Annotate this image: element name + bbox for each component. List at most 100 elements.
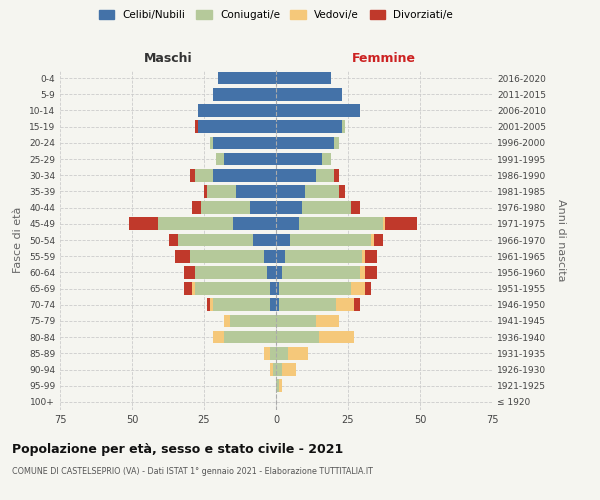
Bar [212, 136, 276, 149]
Bar [340, 185, 345, 198]
Bar [250, 202, 276, 214]
Bar [276, 250, 284, 262]
Bar [316, 314, 340, 328]
Bar [279, 380, 282, 392]
Bar [207, 185, 236, 198]
Bar [276, 331, 319, 344]
Bar [359, 266, 365, 278]
Bar [210, 298, 212, 311]
Bar [305, 185, 340, 198]
Bar [158, 218, 233, 230]
Bar [276, 136, 334, 149]
Bar [365, 250, 377, 262]
Bar [196, 169, 212, 181]
Bar [210, 136, 212, 149]
Bar [212, 331, 224, 344]
Bar [215, 152, 224, 166]
Bar [299, 218, 383, 230]
Text: COMUNE DI CASTELSEPRIO (VA) - Dati ISTAT 1° gennaio 2021 - Elaborazione TUTTITAL: COMUNE DI CASTELSEPRIO (VA) - Dati ISTAT… [12, 468, 373, 476]
Bar [190, 250, 265, 262]
Bar [224, 314, 230, 328]
Bar [365, 282, 371, 295]
Bar [184, 266, 196, 278]
Bar [224, 152, 276, 166]
Bar [253, 234, 276, 246]
Bar [276, 347, 287, 360]
Bar [212, 298, 270, 311]
Bar [342, 120, 345, 133]
Bar [184, 282, 193, 295]
Bar [196, 266, 268, 278]
Bar [334, 136, 340, 149]
Bar [287, 347, 308, 360]
Bar [351, 282, 365, 295]
Bar [276, 282, 279, 295]
Bar [236, 185, 276, 198]
Bar [201, 202, 250, 214]
Bar [276, 218, 299, 230]
Bar [169, 234, 178, 246]
Bar [279, 298, 337, 311]
Bar [276, 104, 359, 117]
Bar [276, 363, 282, 376]
Bar [270, 347, 276, 360]
Bar [282, 266, 359, 278]
Bar [276, 120, 342, 133]
Bar [284, 250, 362, 262]
Bar [212, 88, 276, 101]
Bar [276, 169, 316, 181]
Bar [276, 152, 322, 166]
Bar [268, 266, 276, 278]
Bar [302, 202, 351, 214]
Bar [233, 218, 276, 230]
Bar [212, 169, 276, 181]
Text: Femmine: Femmine [352, 52, 416, 65]
Bar [207, 298, 210, 311]
Bar [371, 234, 374, 246]
Y-axis label: Fasce di età: Fasce di età [13, 207, 23, 273]
Text: Popolazione per età, sesso e stato civile - 2021: Popolazione per età, sesso e stato civil… [12, 442, 343, 456]
Bar [193, 202, 201, 214]
Bar [224, 331, 276, 344]
Bar [276, 202, 302, 214]
Bar [383, 218, 385, 230]
Bar [276, 314, 316, 328]
Bar [230, 314, 276, 328]
Bar [351, 202, 359, 214]
Bar [270, 282, 276, 295]
Bar [276, 298, 279, 311]
Bar [276, 266, 282, 278]
Bar [276, 185, 305, 198]
Bar [362, 250, 365, 262]
Bar [290, 234, 371, 246]
Bar [265, 250, 276, 262]
Bar [354, 298, 359, 311]
Bar [279, 282, 351, 295]
Bar [337, 298, 354, 311]
Bar [218, 72, 276, 85]
Bar [334, 169, 340, 181]
Y-axis label: Anni di nascita: Anni di nascita [556, 198, 566, 281]
Legend: Celibi/Nubili, Coniugati/e, Vedovi/e, Divorziati/e: Celibi/Nubili, Coniugati/e, Vedovi/e, Di… [97, 8, 455, 22]
Bar [374, 234, 383, 246]
Bar [178, 234, 253, 246]
Bar [190, 169, 196, 181]
Bar [385, 218, 417, 230]
Bar [276, 72, 331, 85]
Bar [265, 347, 270, 360]
Bar [276, 234, 290, 246]
Bar [198, 104, 276, 117]
Bar [196, 282, 270, 295]
Bar [276, 380, 279, 392]
Bar [322, 152, 331, 166]
Bar [175, 250, 190, 262]
Bar [204, 185, 207, 198]
Bar [273, 363, 276, 376]
Bar [193, 282, 196, 295]
Bar [282, 363, 296, 376]
Bar [270, 298, 276, 311]
Text: Maschi: Maschi [143, 52, 193, 65]
Bar [365, 266, 377, 278]
Bar [276, 88, 342, 101]
Bar [196, 120, 198, 133]
